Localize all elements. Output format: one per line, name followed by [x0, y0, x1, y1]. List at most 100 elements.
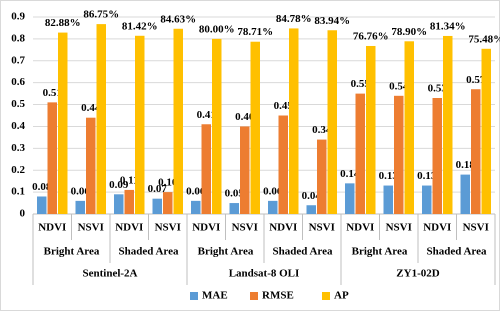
data-label: 0.06	[263, 185, 283, 197]
group-label: ZY1-02D	[396, 268, 439, 280]
y-tick-label: 0.9	[11, 11, 25, 23]
data-label: 0.34	[312, 124, 332, 136]
data-label: 0.10	[158, 177, 178, 189]
bar	[306, 205, 316, 214]
x-tick-label: NSVI	[78, 222, 104, 234]
y-tick-label: 0.6	[11, 76, 25, 88]
bar	[47, 102, 57, 214]
legend-label: MAE	[202, 290, 228, 302]
bar	[163, 192, 173, 214]
bar	[278, 115, 288, 214]
y-tick-label: 0.4	[11, 120, 25, 132]
y-tick-label: 0.2	[11, 164, 25, 176]
data-label: 81.34%	[430, 20, 466, 32]
data-label: 0.54	[389, 80, 409, 92]
data-label: 80.00%	[199, 23, 235, 35]
legend-swatch	[322, 292, 330, 300]
bar	[212, 38, 222, 215]
x-tick-label: NSVI	[309, 222, 335, 234]
bar	[404, 41, 414, 215]
subgroup-label: Shaded Area	[118, 246, 179, 258]
x-tick-label: NSVI	[386, 222, 412, 234]
data-label: 0.05	[225, 188, 245, 200]
data-label: 0.53	[428, 83, 448, 95]
data-label: 0.40	[235, 111, 255, 123]
data-label: 0.45	[274, 100, 294, 112]
x-tick-label: NSVI	[232, 222, 258, 234]
data-label: 0.11	[120, 174, 139, 186]
data-label: 78.90%	[391, 26, 427, 38]
bar	[481, 48, 491, 214]
bar	[366, 45, 376, 214]
data-label: 86.75%	[83, 9, 119, 21]
bar	[37, 196, 47, 214]
y-tick-label: 0.3	[11, 142, 25, 154]
x-tick-label: NSVI	[463, 222, 489, 234]
bar	[229, 203, 239, 214]
subgroup-label: Bright Area	[44, 246, 100, 258]
y-tick-label: 0.7	[11, 54, 25, 66]
data-label: 0.57	[466, 74, 486, 86]
legend-swatch	[190, 292, 198, 300]
bar	[86, 117, 96, 214]
bar	[317, 139, 327, 214]
bar	[443, 35, 453, 214]
bar	[432, 97, 442, 214]
bar	[394, 95, 404, 214]
y-tick-label: 0.5	[11, 98, 25, 110]
bar	[383, 185, 393, 214]
bar	[124, 189, 134, 214]
data-label: 0.08	[32, 181, 52, 193]
x-tick-label: NSVI	[155, 222, 181, 234]
bar	[75, 200, 85, 214]
group-label: Landsat-8 OLI	[229, 268, 300, 280]
data-label: 0.14	[340, 168, 360, 180]
data-label: 81.42%	[122, 20, 158, 32]
bar	[58, 32, 68, 215]
data-label: 78.71%	[237, 26, 273, 38]
data-label: 0.41	[197, 109, 216, 121]
x-tick-label: NDVI	[192, 222, 220, 234]
data-label: 75.48%	[468, 33, 500, 45]
data-label: 0.06	[71, 185, 91, 197]
subgroup-label: Bright Area	[198, 246, 254, 258]
bar	[201, 124, 211, 214]
bar	[268, 200, 278, 214]
bar	[471, 89, 481, 214]
data-label: 0.13	[379, 170, 399, 182]
x-tick-label: NDVI	[115, 222, 143, 234]
data-label: 0.07	[148, 183, 168, 195]
bar	[355, 93, 365, 214]
x-tick-label: NDVI	[346, 222, 374, 234]
bar	[191, 200, 201, 214]
data-label: 0.18	[456, 159, 476, 171]
data-label: 0.13	[417, 170, 437, 182]
bar	[289, 28, 299, 215]
bar	[250, 41, 260, 214]
data-label: 84.78%	[276, 13, 312, 25]
subgroup-label: Shaded Area	[426, 246, 487, 258]
legend-swatch	[250, 292, 258, 300]
data-label: 0.09	[109, 179, 129, 191]
data-label: 0.55	[351, 78, 371, 90]
bar	[460, 174, 470, 214]
bar	[96, 24, 106, 214]
data-label: 0.04	[302, 190, 322, 202]
data-label: 84.63%	[160, 13, 196, 25]
bar	[327, 30, 337, 215]
bar	[422, 185, 432, 214]
y-tick-label: 0	[20, 208, 26, 220]
data-label: 0.51	[43, 87, 62, 99]
bar	[135, 35, 145, 214]
subgroup-label: Shaded Area	[272, 246, 333, 258]
y-tick-label: 0.1	[11, 186, 25, 198]
bar	[345, 183, 355, 214]
data-label: 76.76%	[353, 31, 389, 43]
data-label: 82.88%	[45, 17, 81, 29]
legend-label: AP	[334, 290, 349, 302]
bar	[114, 194, 124, 214]
group-label: Sentinel-2A	[83, 268, 138, 280]
x-tick-label: NDVI	[38, 222, 66, 234]
